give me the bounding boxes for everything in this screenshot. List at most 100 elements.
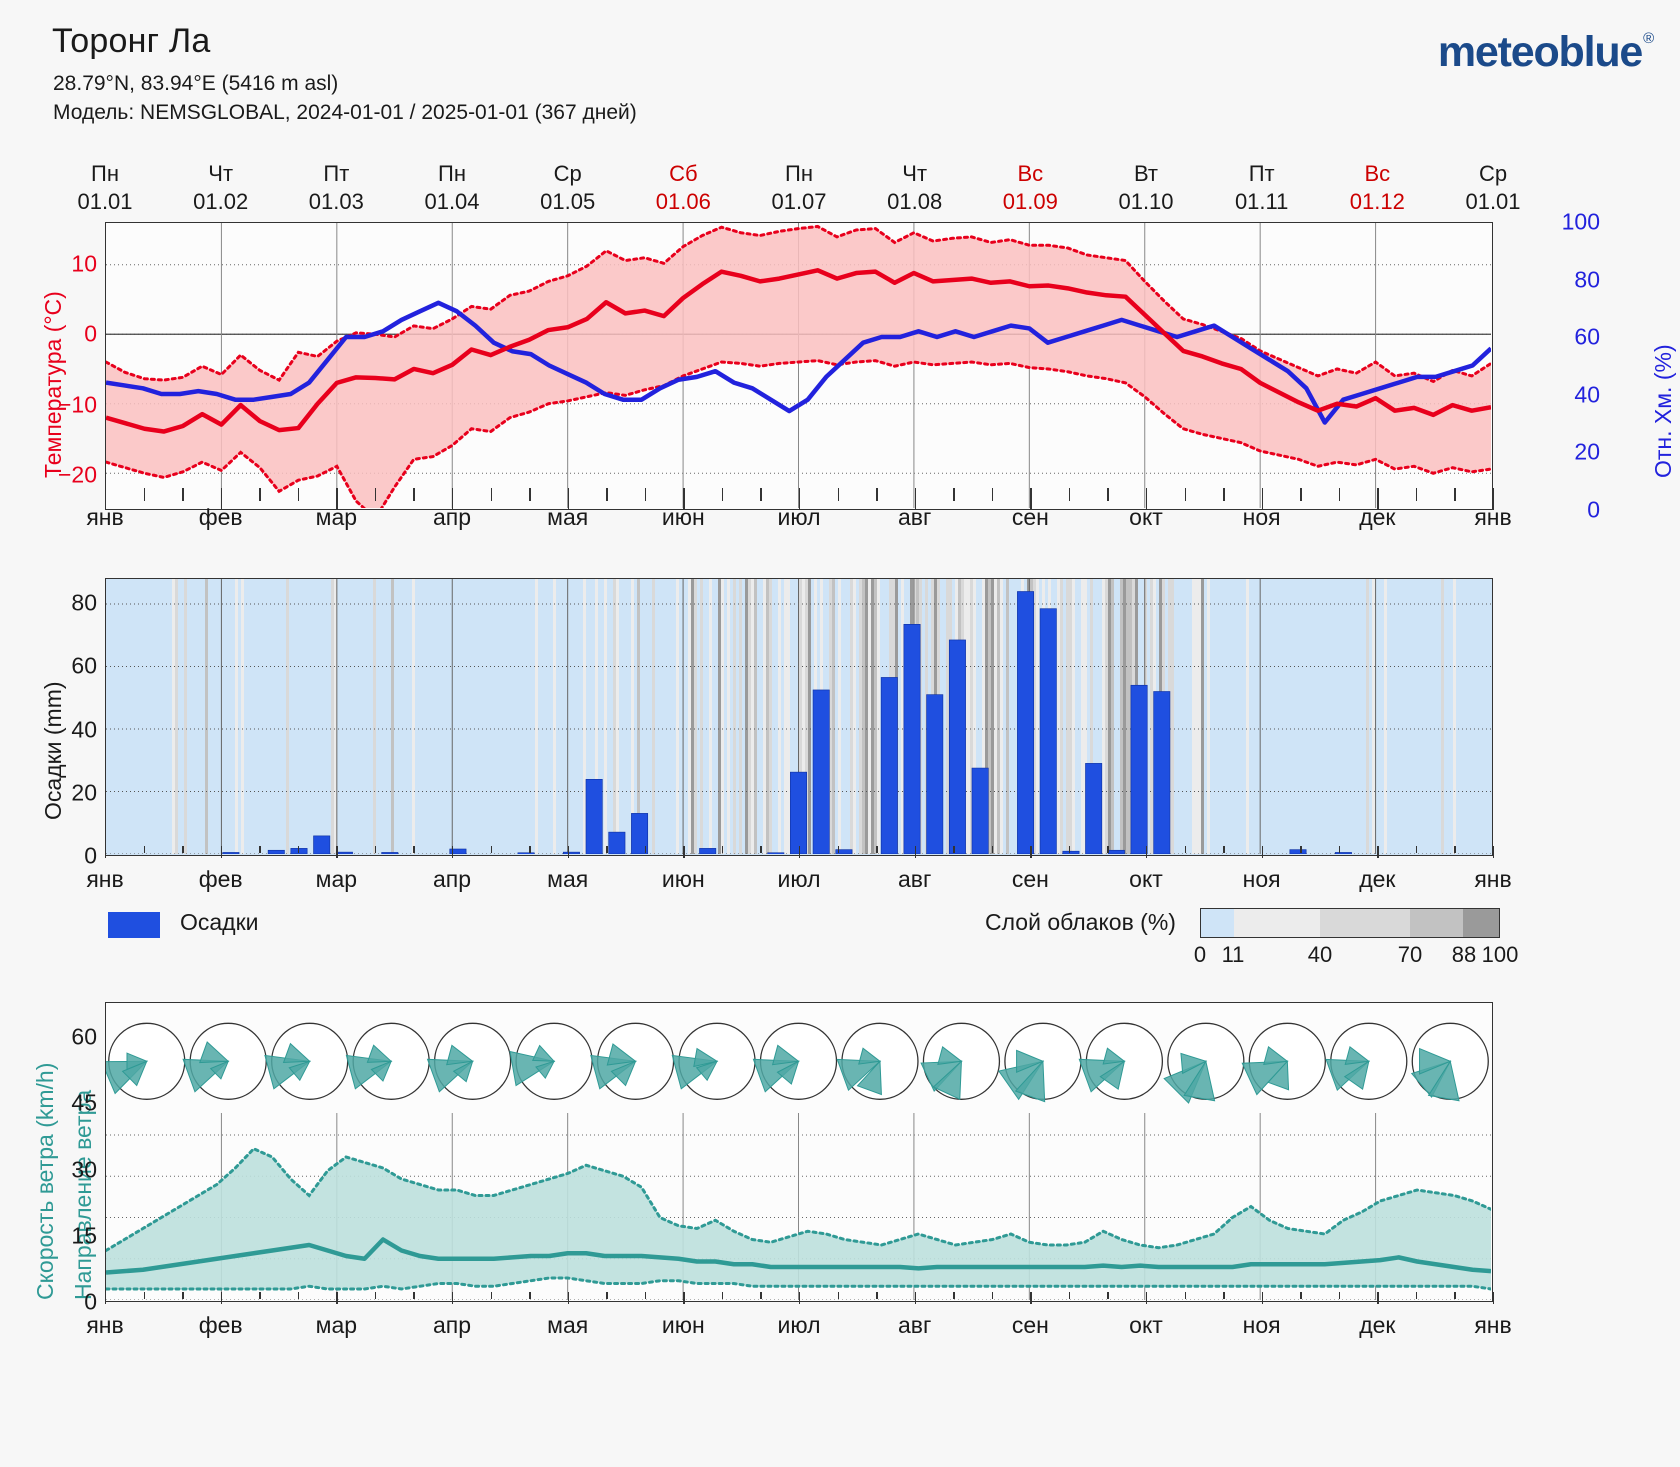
axis-tickmark bbox=[1261, 1292, 1264, 1304]
month-label: фев bbox=[198, 504, 243, 530]
date-axis-tick: Ср 01.05 bbox=[540, 160, 595, 216]
axis-tickmark bbox=[143, 1292, 145, 1300]
axis-tickmark bbox=[259, 488, 261, 502]
axis-tick-label: 60 bbox=[1574, 323, 1600, 350]
date-axis-weekday: Ср bbox=[1478, 161, 1508, 186]
month-label: мая bbox=[547, 1312, 589, 1338]
axis-tickmark bbox=[991, 488, 994, 502]
axis-tickmark bbox=[876, 1292, 878, 1300]
temperature-axis-label: Температура (°C) bbox=[40, 291, 66, 478]
date-axis-weekday: Чт bbox=[208, 161, 234, 186]
axis-tickmark bbox=[1454, 846, 1456, 854]
axis-tick-label: −20 bbox=[57, 461, 97, 488]
axis-tickmark bbox=[105, 1292, 107, 1304]
month-label: июл bbox=[777, 866, 821, 892]
date-axis-tick: Ср 01.01 bbox=[1465, 160, 1520, 216]
axis-tick-label: 0 bbox=[84, 320, 97, 347]
axis-tickmark bbox=[1068, 846, 1071, 854]
temperature-chart[interactable] bbox=[105, 222, 1493, 510]
temperature-plot bbox=[106, 223, 1491, 508]
axis-tickmark bbox=[683, 1292, 685, 1304]
axis-tickmark bbox=[336, 846, 338, 858]
registered-mark: ® bbox=[1643, 29, 1654, 47]
axis-tickmark bbox=[1415, 488, 1418, 502]
month-label: июн bbox=[661, 504, 705, 530]
precipitation-chart[interactable] bbox=[105, 578, 1493, 856]
axis-tickmark bbox=[452, 846, 454, 858]
axis-tickmark bbox=[799, 1292, 801, 1304]
axis-tickmark bbox=[760, 846, 762, 854]
axis-tickmark bbox=[529, 846, 531, 854]
axis-tick-label: 80 bbox=[1574, 266, 1600, 293]
axis-tickmark bbox=[683, 846, 685, 858]
precipitation-legend-swatch bbox=[108, 912, 160, 938]
date-axis-weekday: Вс bbox=[1017, 161, 1044, 186]
axis-tickmark bbox=[837, 488, 839, 502]
date-axis-tick: Пт 01.11 bbox=[1235, 160, 1288, 216]
month-label: фев bbox=[198, 1312, 243, 1338]
axis-tickmark bbox=[644, 1292, 647, 1300]
date-axis-date: 01.05 bbox=[540, 189, 596, 214]
month-label: сен bbox=[1011, 866, 1049, 892]
axis-tickmark bbox=[760, 488, 762, 502]
cloud-legend-segment bbox=[1409, 909, 1464, 937]
axis-tickmark bbox=[490, 846, 492, 854]
date-axis-date: 01.07 bbox=[771, 189, 827, 214]
axis-tickmark bbox=[1184, 488, 1186, 502]
axis-tickmark bbox=[529, 1292, 531, 1300]
wind-chart[interactable] bbox=[105, 1002, 1493, 1302]
axis-tickmark bbox=[374, 488, 377, 502]
date-axis-date: 01.09 bbox=[1002, 189, 1058, 214]
date-axis-date: 01.08 bbox=[887, 189, 943, 214]
axis-tickmark bbox=[1107, 1292, 1109, 1300]
axis-tickmark bbox=[182, 488, 184, 502]
brand-text: meteoblue bbox=[1437, 28, 1643, 76]
date-axis-weekday: Ср bbox=[553, 161, 582, 186]
axis-tick-label: 60 bbox=[71, 1023, 97, 1050]
date-axis-tick: Чт 01.08 bbox=[887, 160, 942, 216]
axis-tickmark bbox=[799, 488, 801, 510]
cloud-legend-label: Слой облаков (%) bbox=[985, 909, 1176, 935]
axis-tickmark bbox=[143, 488, 145, 502]
axis-tickmark bbox=[259, 1292, 261, 1300]
axis-tick-label: 40 bbox=[71, 716, 97, 743]
cloud-legend-tick: 100 bbox=[1481, 942, 1519, 967]
axis-tickmark bbox=[490, 488, 492, 502]
month-label: дек bbox=[1359, 504, 1396, 530]
date-axis-tick: Вс 01.12 bbox=[1350, 160, 1405, 216]
axis-tickmark bbox=[799, 846, 801, 858]
month-label: мая bbox=[547, 866, 589, 892]
month-label: июл bbox=[777, 504, 821, 530]
axis-tickmark bbox=[374, 846, 377, 854]
date-axis-tick: Вс 01.09 bbox=[1003, 160, 1058, 216]
axis-tickmark bbox=[606, 1292, 608, 1300]
date-axis-tick: Пн 01.01 bbox=[77, 160, 132, 216]
axis-tickmark bbox=[1107, 846, 1109, 854]
axis-tickmark bbox=[1454, 488, 1456, 502]
axis-tickmark bbox=[1030, 1292, 1032, 1304]
axis-tickmark bbox=[1415, 1292, 1418, 1300]
date-axis-tick: Пн 01.07 bbox=[771, 160, 826, 216]
axis-tickmark bbox=[1184, 846, 1186, 854]
meteoblue-logo[interactable]: meteoblue® bbox=[1437, 28, 1654, 77]
date-axis-weekday: Пн bbox=[785, 161, 813, 186]
month-label: янв bbox=[86, 1312, 124, 1338]
cloud-legend-segment bbox=[1463, 909, 1500, 937]
axis-tickmark bbox=[1223, 488, 1225, 502]
wind-plot bbox=[106, 1022, 1491, 1300]
axis-tickmark bbox=[413, 846, 415, 854]
axis-tickmark bbox=[182, 1292, 184, 1300]
axis-tick-label: −10 bbox=[57, 391, 97, 418]
axis-tickmark bbox=[1454, 1292, 1456, 1300]
axis-tickmark bbox=[413, 488, 415, 502]
axis-tick-label: 20 bbox=[71, 779, 97, 806]
month-label: янв bbox=[1474, 866, 1512, 892]
axis-tickmark bbox=[374, 1292, 377, 1300]
axis-tickmark bbox=[220, 846, 223, 858]
axis-tickmark bbox=[1068, 1292, 1071, 1300]
axis-tickmark bbox=[259, 846, 261, 854]
axis-tickmark bbox=[336, 488, 338, 510]
axis-tickmark bbox=[876, 846, 878, 854]
axis-tickmark bbox=[914, 846, 917, 858]
